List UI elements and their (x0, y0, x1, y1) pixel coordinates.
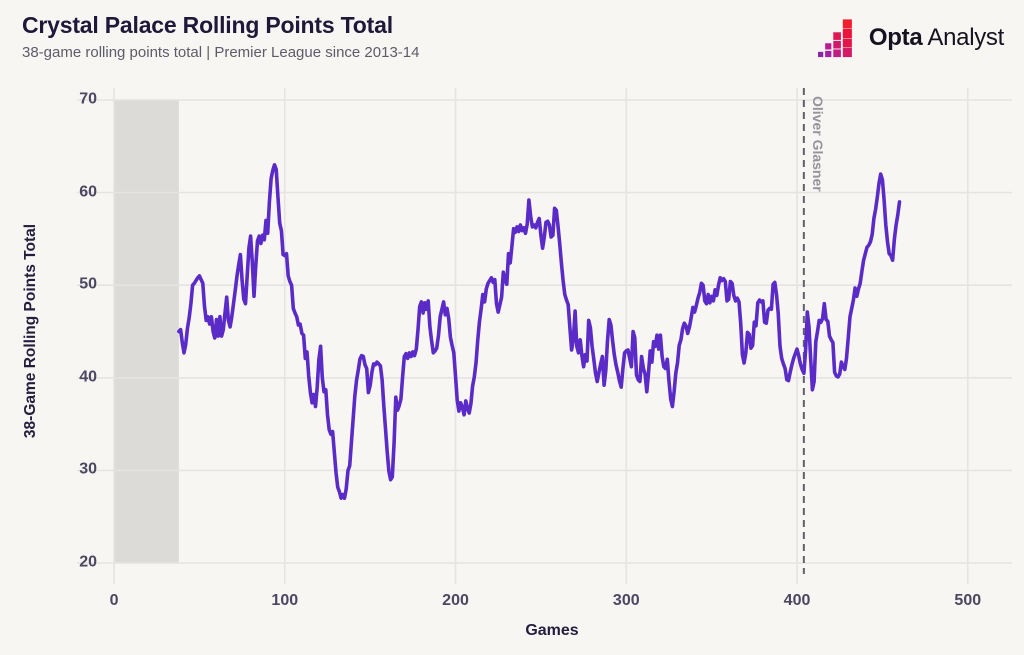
logo-square (833, 32, 841, 40)
page-subtitle: 38-game rolling points total | Premier L… (22, 44, 420, 61)
logo-square (833, 40, 841, 49)
opta-logo-mark-icon (817, 19, 852, 58)
logo-square (825, 50, 832, 58)
logo-text-opta: Opta (868, 24, 923, 51)
opta-logo-text: Opta Analyst (869, 24, 1004, 52)
logo-square (842, 19, 852, 29)
chart-header: Crystal Palace Rolling Points Total 38-g… (22, 12, 419, 61)
logo-square (825, 43, 832, 50)
logo-text-analyst: Analyst (927, 24, 1004, 51)
logo-square (842, 38, 852, 48)
logo-square (817, 51, 824, 58)
crystal-palace-rolling-points-series (177, 163, 902, 501)
logo-square (842, 28, 852, 38)
shaded-first-38-games-band (114, 100, 179, 563)
logo-square (833, 49, 841, 58)
page-title: Crystal Palace Rolling Points Total (22, 12, 393, 38)
opta-analyst-logo: Opta Analyst (817, 18, 1004, 58)
logo-square (842, 48, 852, 58)
